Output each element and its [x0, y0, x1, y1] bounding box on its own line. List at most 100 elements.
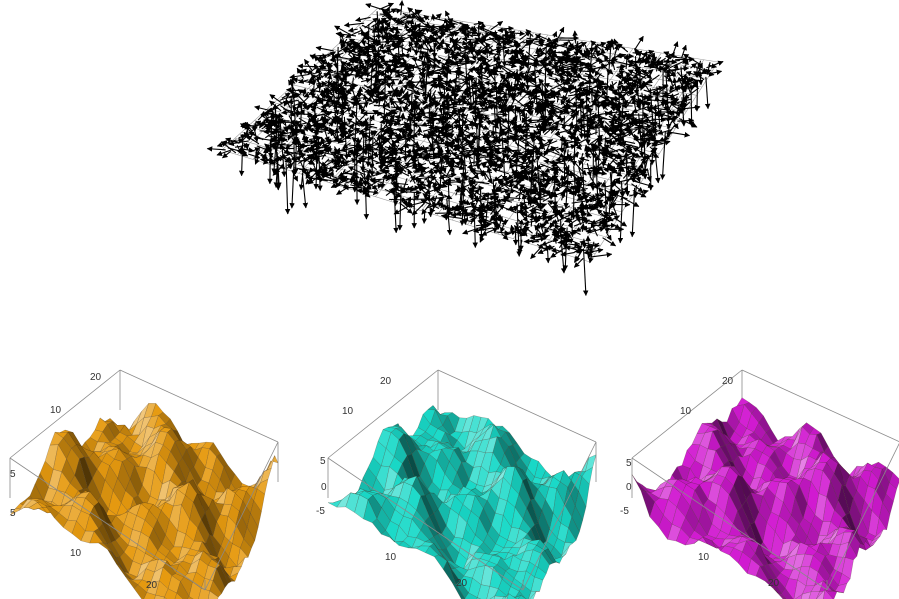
- vector-arrow: [274, 166, 283, 174]
- vector-arrow: [358, 103, 364, 112]
- vector-arrow: [705, 62, 712, 75]
- vector-arrow: [453, 54, 459, 61]
- vector-arrow: [411, 122, 435, 128]
- vector-arrow: [296, 67, 305, 79]
- vector-arrow: [206, 146, 226, 152]
- z-tick-label: 5: [626, 458, 632, 469]
- z-tick-label: 5: [320, 456, 326, 467]
- vector-arrow: [593, 95, 599, 111]
- vector-arrow: [574, 42, 580, 55]
- vector-arrow: [694, 81, 700, 112]
- vector-arrow: [595, 157, 608, 169]
- vector-arrow: [332, 104, 346, 110]
- vector-arrow: [238, 145, 245, 155]
- vector-arrow: [616, 43, 629, 53]
- vector-arrow: [413, 94, 424, 105]
- vector-arrow: [568, 209, 575, 223]
- vector-arrow: [320, 103, 331, 110]
- vector-arrow: [603, 162, 613, 168]
- y-tick-label: 20: [90, 372, 102, 383]
- vector-arrow: [588, 254, 594, 264]
- vector-arrow: [241, 133, 250, 142]
- z-tick-label: -5: [316, 506, 325, 517]
- vector-arrow: [319, 173, 336, 181]
- vector-arrow: [360, 77, 372, 84]
- vector-arrow: [339, 37, 345, 49]
- x-tick-label: 20: [146, 580, 158, 591]
- vector-arrow: [605, 231, 612, 241]
- vector-arrow: [398, 121, 410, 127]
- vector-arrow: [220, 141, 237, 154]
- vector-arrow: [678, 117, 698, 128]
- vector-arrow: [289, 73, 308, 80]
- vector-arrow: [406, 83, 421, 96]
- z-tick-label: 5: [10, 469, 16, 480]
- vector-arrow: [300, 68, 316, 75]
- vector-field-arrows: [206, 0, 724, 296]
- vector-arrow: [355, 69, 373, 78]
- vector-arrow: [216, 148, 234, 156]
- vector-arrow: [392, 86, 399, 98]
- vector-arrow: [397, 75, 409, 85]
- vector-arrow: [277, 132, 287, 139]
- vector-arrow: [276, 155, 283, 162]
- vector-arrow: [273, 161, 286, 170]
- vector-arrow: [405, 68, 416, 76]
- vector-arrow: [416, 126, 423, 136]
- vector-arrow: [321, 108, 342, 115]
- vector-arrow: [279, 137, 288, 143]
- vector-arrow: [396, 19, 411, 25]
- vector-arrow: [280, 105, 296, 117]
- vector-arrow: [377, 95, 383, 107]
- vector-arrow: [337, 170, 351, 178]
- vector-arrow: [358, 128, 371, 135]
- vector-arrow: [376, 86, 386, 97]
- vector-arrow: [471, 25, 478, 35]
- vector-arrow: [228, 140, 249, 147]
- vector-arrow: [525, 29, 534, 38]
- z-tick-label: -5: [620, 506, 629, 517]
- vector-arrow: [322, 53, 329, 68]
- vector-arrow: [348, 64, 359, 77]
- vector-arrow: [363, 46, 377, 52]
- vector-arrow: [417, 54, 425, 61]
- vector-arrow: [254, 105, 270, 111]
- vector-arrow: [633, 35, 644, 51]
- vector-arrow: [472, 98, 485, 105]
- vector-arrow: [369, 89, 380, 95]
- vector-arrow: [380, 49, 394, 56]
- vector-arrow: [281, 109, 294, 116]
- vector-arrow: [309, 135, 323, 141]
- vector-arrow: [471, 149, 478, 165]
- vector-arrow: [549, 108, 562, 115]
- vector-arrow: [365, 3, 385, 11]
- vector-arrow: [351, 109, 357, 118]
- grid-line: [574, 59, 705, 258]
- vector-arrow: [237, 150, 249, 157]
- vector-arrow: [445, 21, 453, 37]
- vector-arrow: [408, 41, 418, 56]
- surface-plot-orange: 20 10 5 5 10 20: [9, 369, 279, 599]
- vector-arrow: [424, 188, 436, 195]
- vector-arrow: [222, 150, 232, 159]
- vector-arrow: [444, 109, 451, 123]
- vector-arrow: [379, 118, 398, 125]
- vector-arrow: [505, 191, 511, 199]
- vector-arrow: [376, 51, 383, 62]
- vector-arrow: [331, 163, 350, 170]
- vector-arrow: [344, 61, 355, 68]
- vector-arrow: [307, 68, 315, 76]
- vector-arrow: [327, 63, 333, 71]
- vector-arrow: [343, 99, 352, 111]
- vector-arrow: [269, 94, 283, 105]
- vector-arrow: [254, 156, 260, 165]
- vector-arrow: [409, 64, 422, 70]
- vector-arrow: [341, 121, 357, 132]
- vector-arrow: [397, 185, 403, 231]
- vector-arrow: [379, 158, 390, 165]
- vector-arrow: [362, 94, 369, 102]
- vector-arrow: [568, 242, 580, 248]
- vector-arrow: [707, 69, 723, 75]
- vector-arrow: [594, 159, 601, 199]
- vector-arrow: [500, 107, 506, 114]
